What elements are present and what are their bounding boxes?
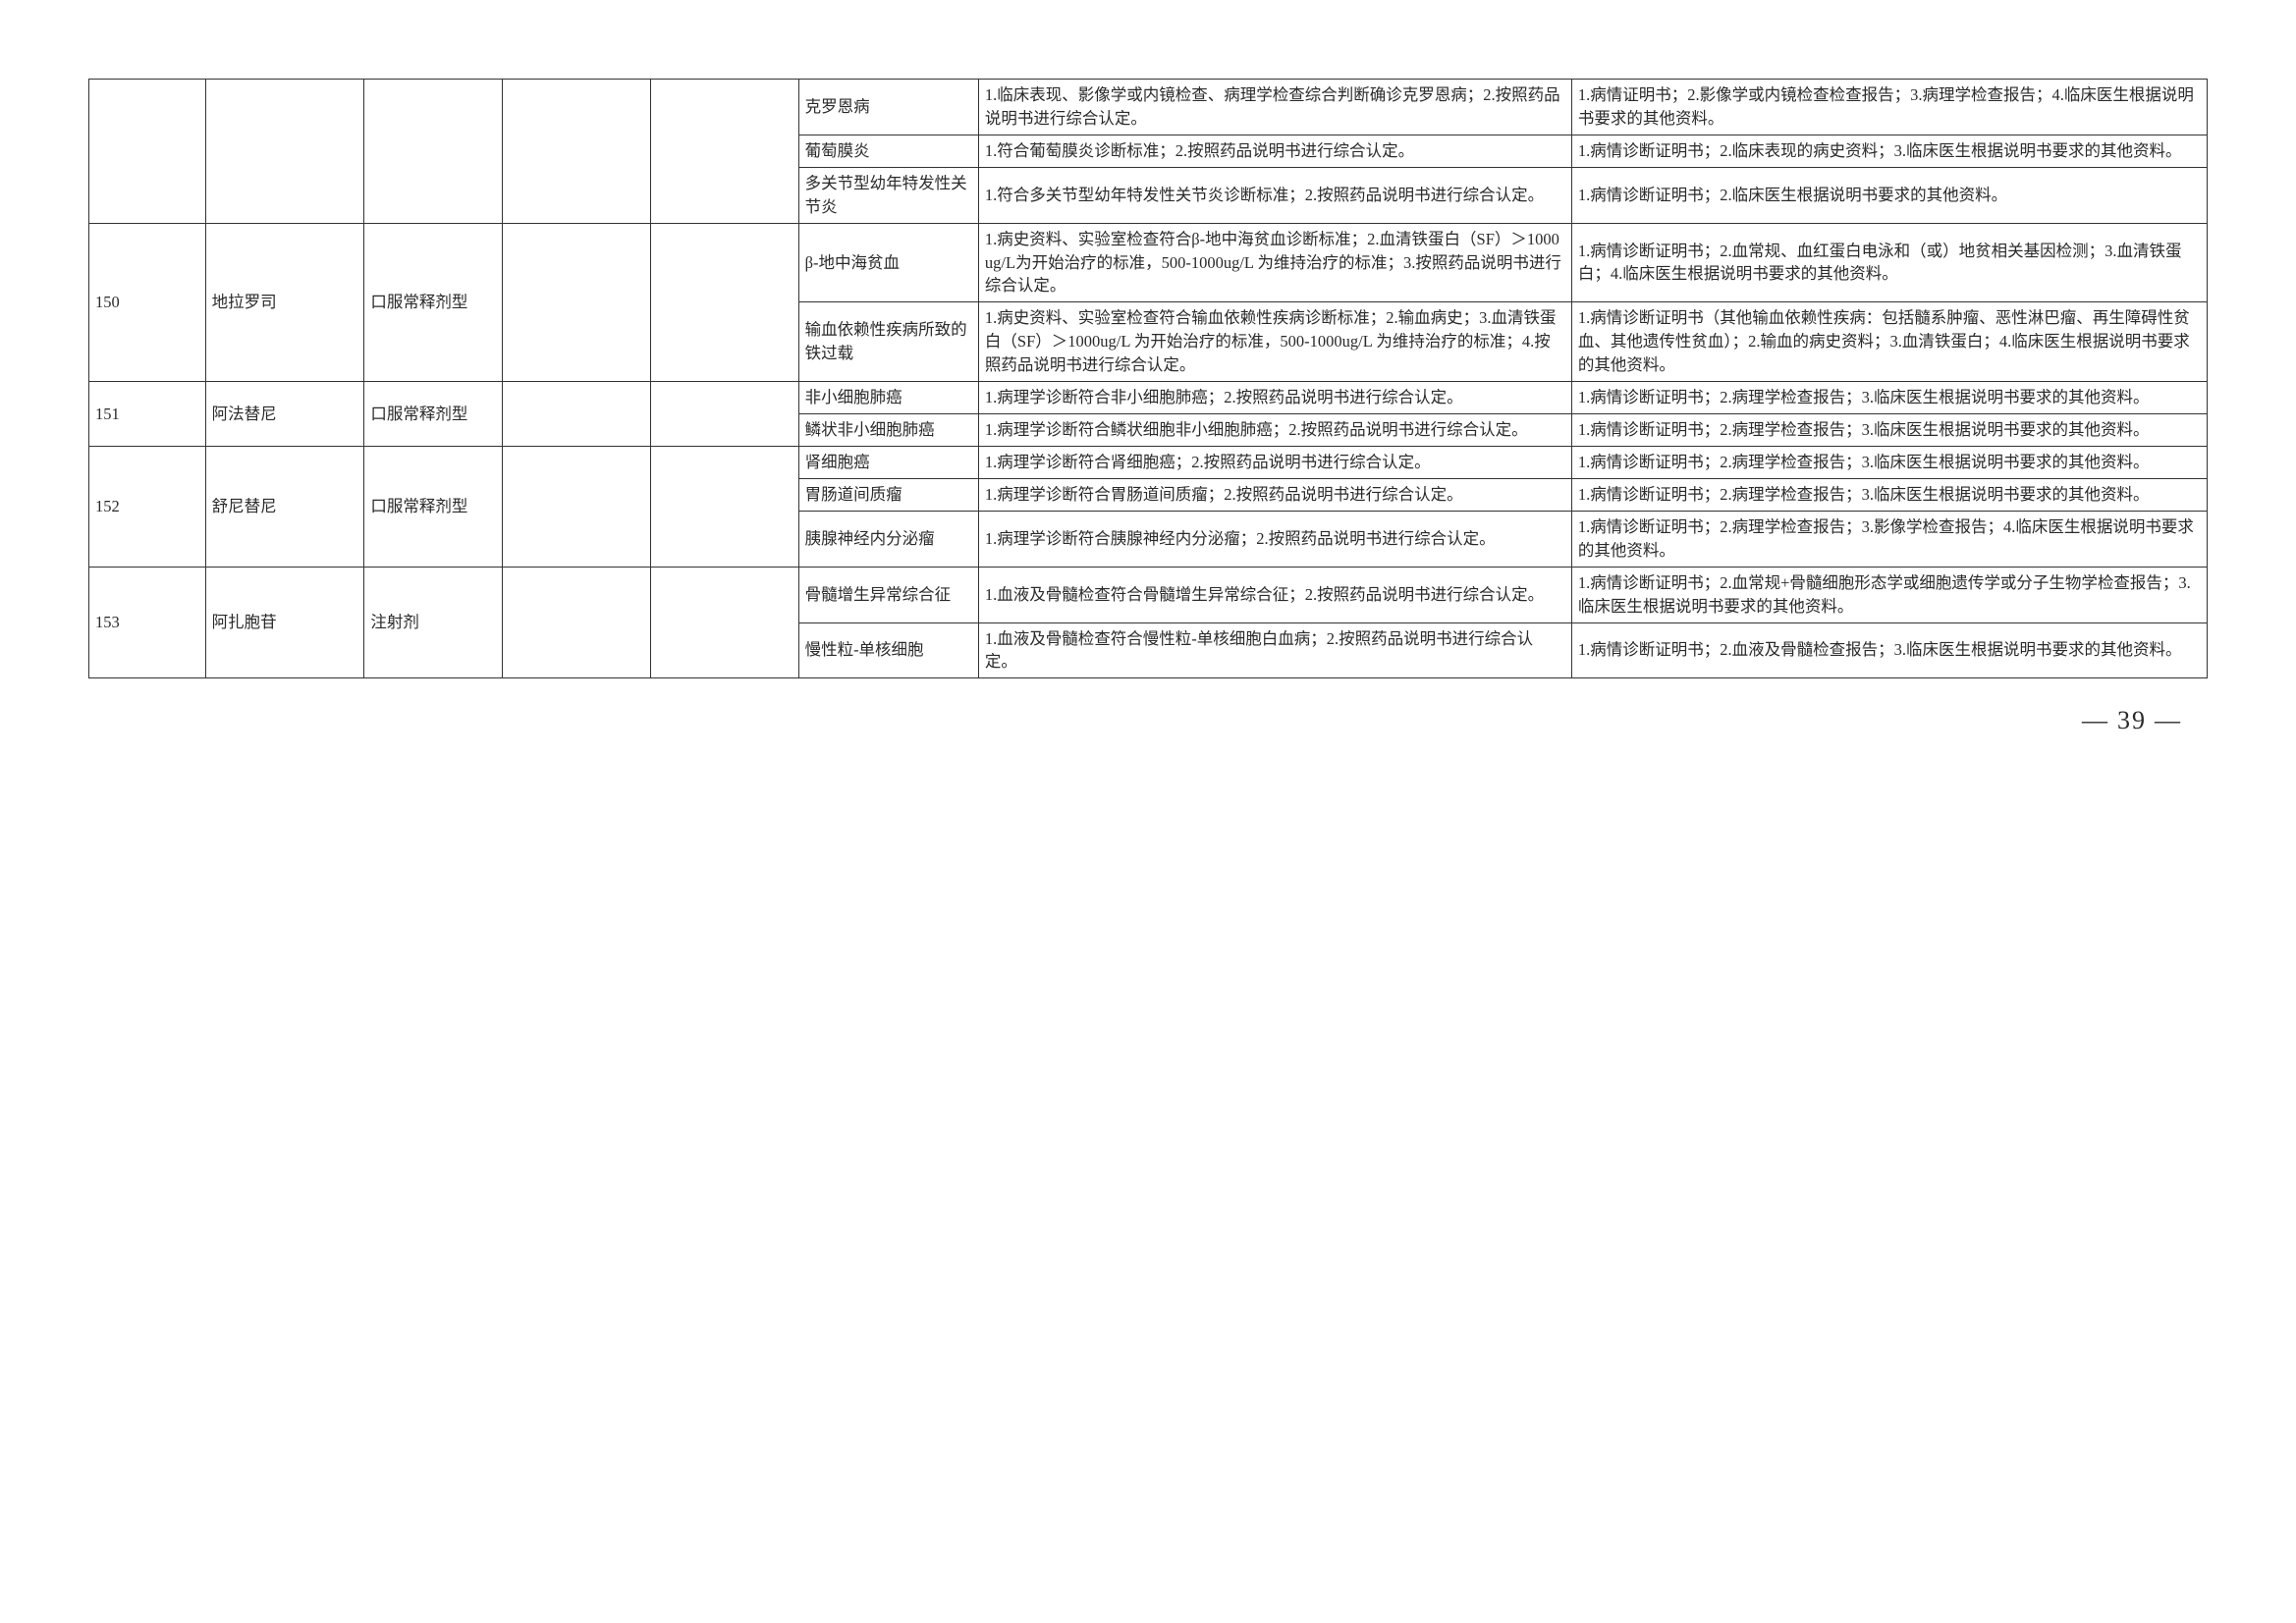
cell-indication: 鳞状非小细胞肺癌: [798, 414, 978, 447]
cell-criteria: 1.病理学诊断符合胃肠道间质瘤；2.按照药品说明书进行综合认定。: [978, 478, 1571, 511]
page-number: —39—: [88, 706, 2190, 735]
cell-indication: 葡萄膜炎: [798, 135, 978, 167]
table-row: 克罗恩病 1.临床表现、影像学或内镜检查、病理学检查综合判断确诊克罗恩病；2.按…: [89, 80, 2208, 135]
cell-drug: 阿法替尼: [205, 382, 364, 447]
cell-num: 153: [89, 567, 206, 678]
cell-form: 注射剂: [364, 567, 502, 678]
cell-criteria: 1.病理学诊断符合鳞状细胞非小细胞肺癌；2.按照药品说明书进行综合认定。: [978, 414, 1571, 447]
cell-materials: 1.病情诊断证明书；2.病理学检查报告；3.临床医生根据说明书要求的其他资料。: [1571, 478, 2207, 511]
cell-indication: 多关节型幼年特发性关节炎: [798, 167, 978, 223]
cell-indication: 非小细胞肺癌: [798, 382, 978, 414]
cell-indication: 肾细胞癌: [798, 446, 978, 478]
cell-blank2: [650, 446, 798, 567]
cell-blank2: [650, 223, 798, 382]
cell-num: 150: [89, 223, 206, 382]
cell-materials: 1.病情诊断证明书；2.血常规+骨髓细胞形态学或细胞遗传学或分子生物学检查报告；…: [1571, 567, 2207, 622]
cell-criteria: 1.病理学诊断符合胰腺神经内分泌瘤；2.按照药品说明书进行综合认定。: [978, 511, 1571, 567]
table-row: 152 舒尼替尼 口服常释剂型 肾细胞癌 1.病理学诊断符合肾细胞癌；2.按照药…: [89, 446, 2208, 478]
cell-materials: 1.病情诊断证明书；2.病理学检查报告；3.临床医生根据说明书要求的其他资料。: [1571, 414, 2207, 447]
cell-indication: 胃肠道间质瘤: [798, 478, 978, 511]
cell-blank1: [502, 446, 650, 567]
cell-criteria: 1.临床表现、影像学或内镜检查、病理学检查综合判断确诊克罗恩病；2.按照药品说明…: [978, 80, 1571, 135]
cell-blank1: [502, 223, 650, 382]
cell-criteria: 1.血液及骨髓检查符合慢性粒-单核细胞白血病；2.按照药品说明书进行综合认定。: [978, 622, 1571, 678]
cell-drug: 地拉罗司: [205, 223, 364, 382]
cell-form: 口服常释剂型: [364, 446, 502, 567]
cell-materials: 1.病情证明书；2.影像学或内镜检查检查报告；3.病理学检查报告；4.临床医生根…: [1571, 80, 2207, 135]
cell-indication: 输血依赖性疾病所致的铁过载: [798, 302, 978, 382]
cell-num: 151: [89, 382, 206, 447]
cell-materials: 1.病情诊断证明书；2.临床医生根据说明书要求的其他资料。: [1571, 167, 2207, 223]
cell-blank1: [502, 80, 650, 224]
cell-materials: 1.病情诊断证明书；2.血液及骨髓检查报告；3.临床医生根据说明书要求的其他资料…: [1571, 622, 2207, 678]
cell-criteria: 1.病理学诊断符合非小细胞肺癌；2.按照药品说明书进行综合认定。: [978, 382, 1571, 414]
cell-materials: 1.病情诊断证明书（其他输血依赖性疾病：包括髓系肿瘤、恶性淋巴瘤、再生障碍性贫血…: [1571, 302, 2207, 382]
table-row: 150 地拉罗司 口服常释剂型 β-地中海贫血 1.病史资料、实验室检查符合β-…: [89, 223, 2208, 302]
cell-criteria: 1.病史资料、实验室检查符合β-地中海贫血诊断标准；2.血清铁蛋白（SF）＞10…: [978, 223, 1571, 302]
cell-blank2: [650, 382, 798, 447]
cell-form: 口服常释剂型: [364, 382, 502, 447]
cell-indication: 胰腺神经内分泌瘤: [798, 511, 978, 567]
cell-criteria: 1.病史资料、实验室检查符合输血依赖性疾病诊断标准；2.输血病史；3.血清铁蛋白…: [978, 302, 1571, 382]
cell-blank1: [502, 382, 650, 447]
table-row: 151 阿法替尼 口服常释剂型 非小细胞肺癌 1.病理学诊断符合非小细胞肺癌；2…: [89, 382, 2208, 414]
cell-drug: 阿扎胞苷: [205, 567, 364, 678]
cell-form: [364, 80, 502, 224]
cell-indication: 克罗恩病: [798, 80, 978, 135]
cell-num: 152: [89, 446, 206, 567]
cell-form: 口服常释剂型: [364, 223, 502, 382]
cell-blank2: [650, 80, 798, 224]
cell-num: [89, 80, 206, 224]
cell-blank2: [650, 567, 798, 678]
cell-criteria: 1.符合多关节型幼年特发性关节炎诊断标准；2.按照药品说明书进行综合认定。: [978, 167, 1571, 223]
cell-drug: [205, 80, 364, 224]
cell-indication: 骨髓增生异常综合征: [798, 567, 978, 622]
cell-materials: 1.病情诊断证明书；2.临床表现的病史资料；3.临床医生根据说明书要求的其他资料…: [1571, 135, 2207, 167]
page-number-value: 39: [2117, 706, 2147, 734]
cell-blank1: [502, 567, 650, 678]
cell-criteria: 1.病理学诊断符合肾细胞癌；2.按照药品说明书进行综合认定。: [978, 446, 1571, 478]
cell-materials: 1.病情诊断证明书；2.病理学检查报告；3.临床医生根据说明书要求的其他资料。: [1571, 382, 2207, 414]
table-row: 153 阿扎胞苷 注射剂 骨髓增生异常综合征 1.血液及骨髓检查符合骨髓增生异常…: [89, 567, 2208, 622]
cell-indication: 慢性粒-单核细胞: [798, 622, 978, 678]
cell-criteria: 1.符合葡萄膜炎诊断标准；2.按照药品说明书进行综合认定。: [978, 135, 1571, 167]
cell-materials: 1.病情诊断证明书；2.病理学检查报告；3.影像学检查报告；4.临床医生根据说明…: [1571, 511, 2207, 567]
cell-materials: 1.病情诊断证明书；2.血常规、血红蛋白电泳和（或）地贫相关基因检测；3.血清铁…: [1571, 223, 2207, 302]
cell-materials: 1.病情诊断证明书；2.病理学检查报告；3.临床医生根据说明书要求的其他资料。: [1571, 446, 2207, 478]
cell-indication: β-地中海贫血: [798, 223, 978, 302]
cell-criteria: 1.血液及骨髓检查符合骨髓增生异常综合征；2.按照药品说明书进行综合认定。: [978, 567, 1571, 622]
drug-table: 克罗恩病 1.临床表现、影像学或内镜检查、病理学检查综合判断确诊克罗恩病；2.按…: [88, 79, 2208, 678]
cell-drug: 舒尼替尼: [205, 446, 364, 567]
